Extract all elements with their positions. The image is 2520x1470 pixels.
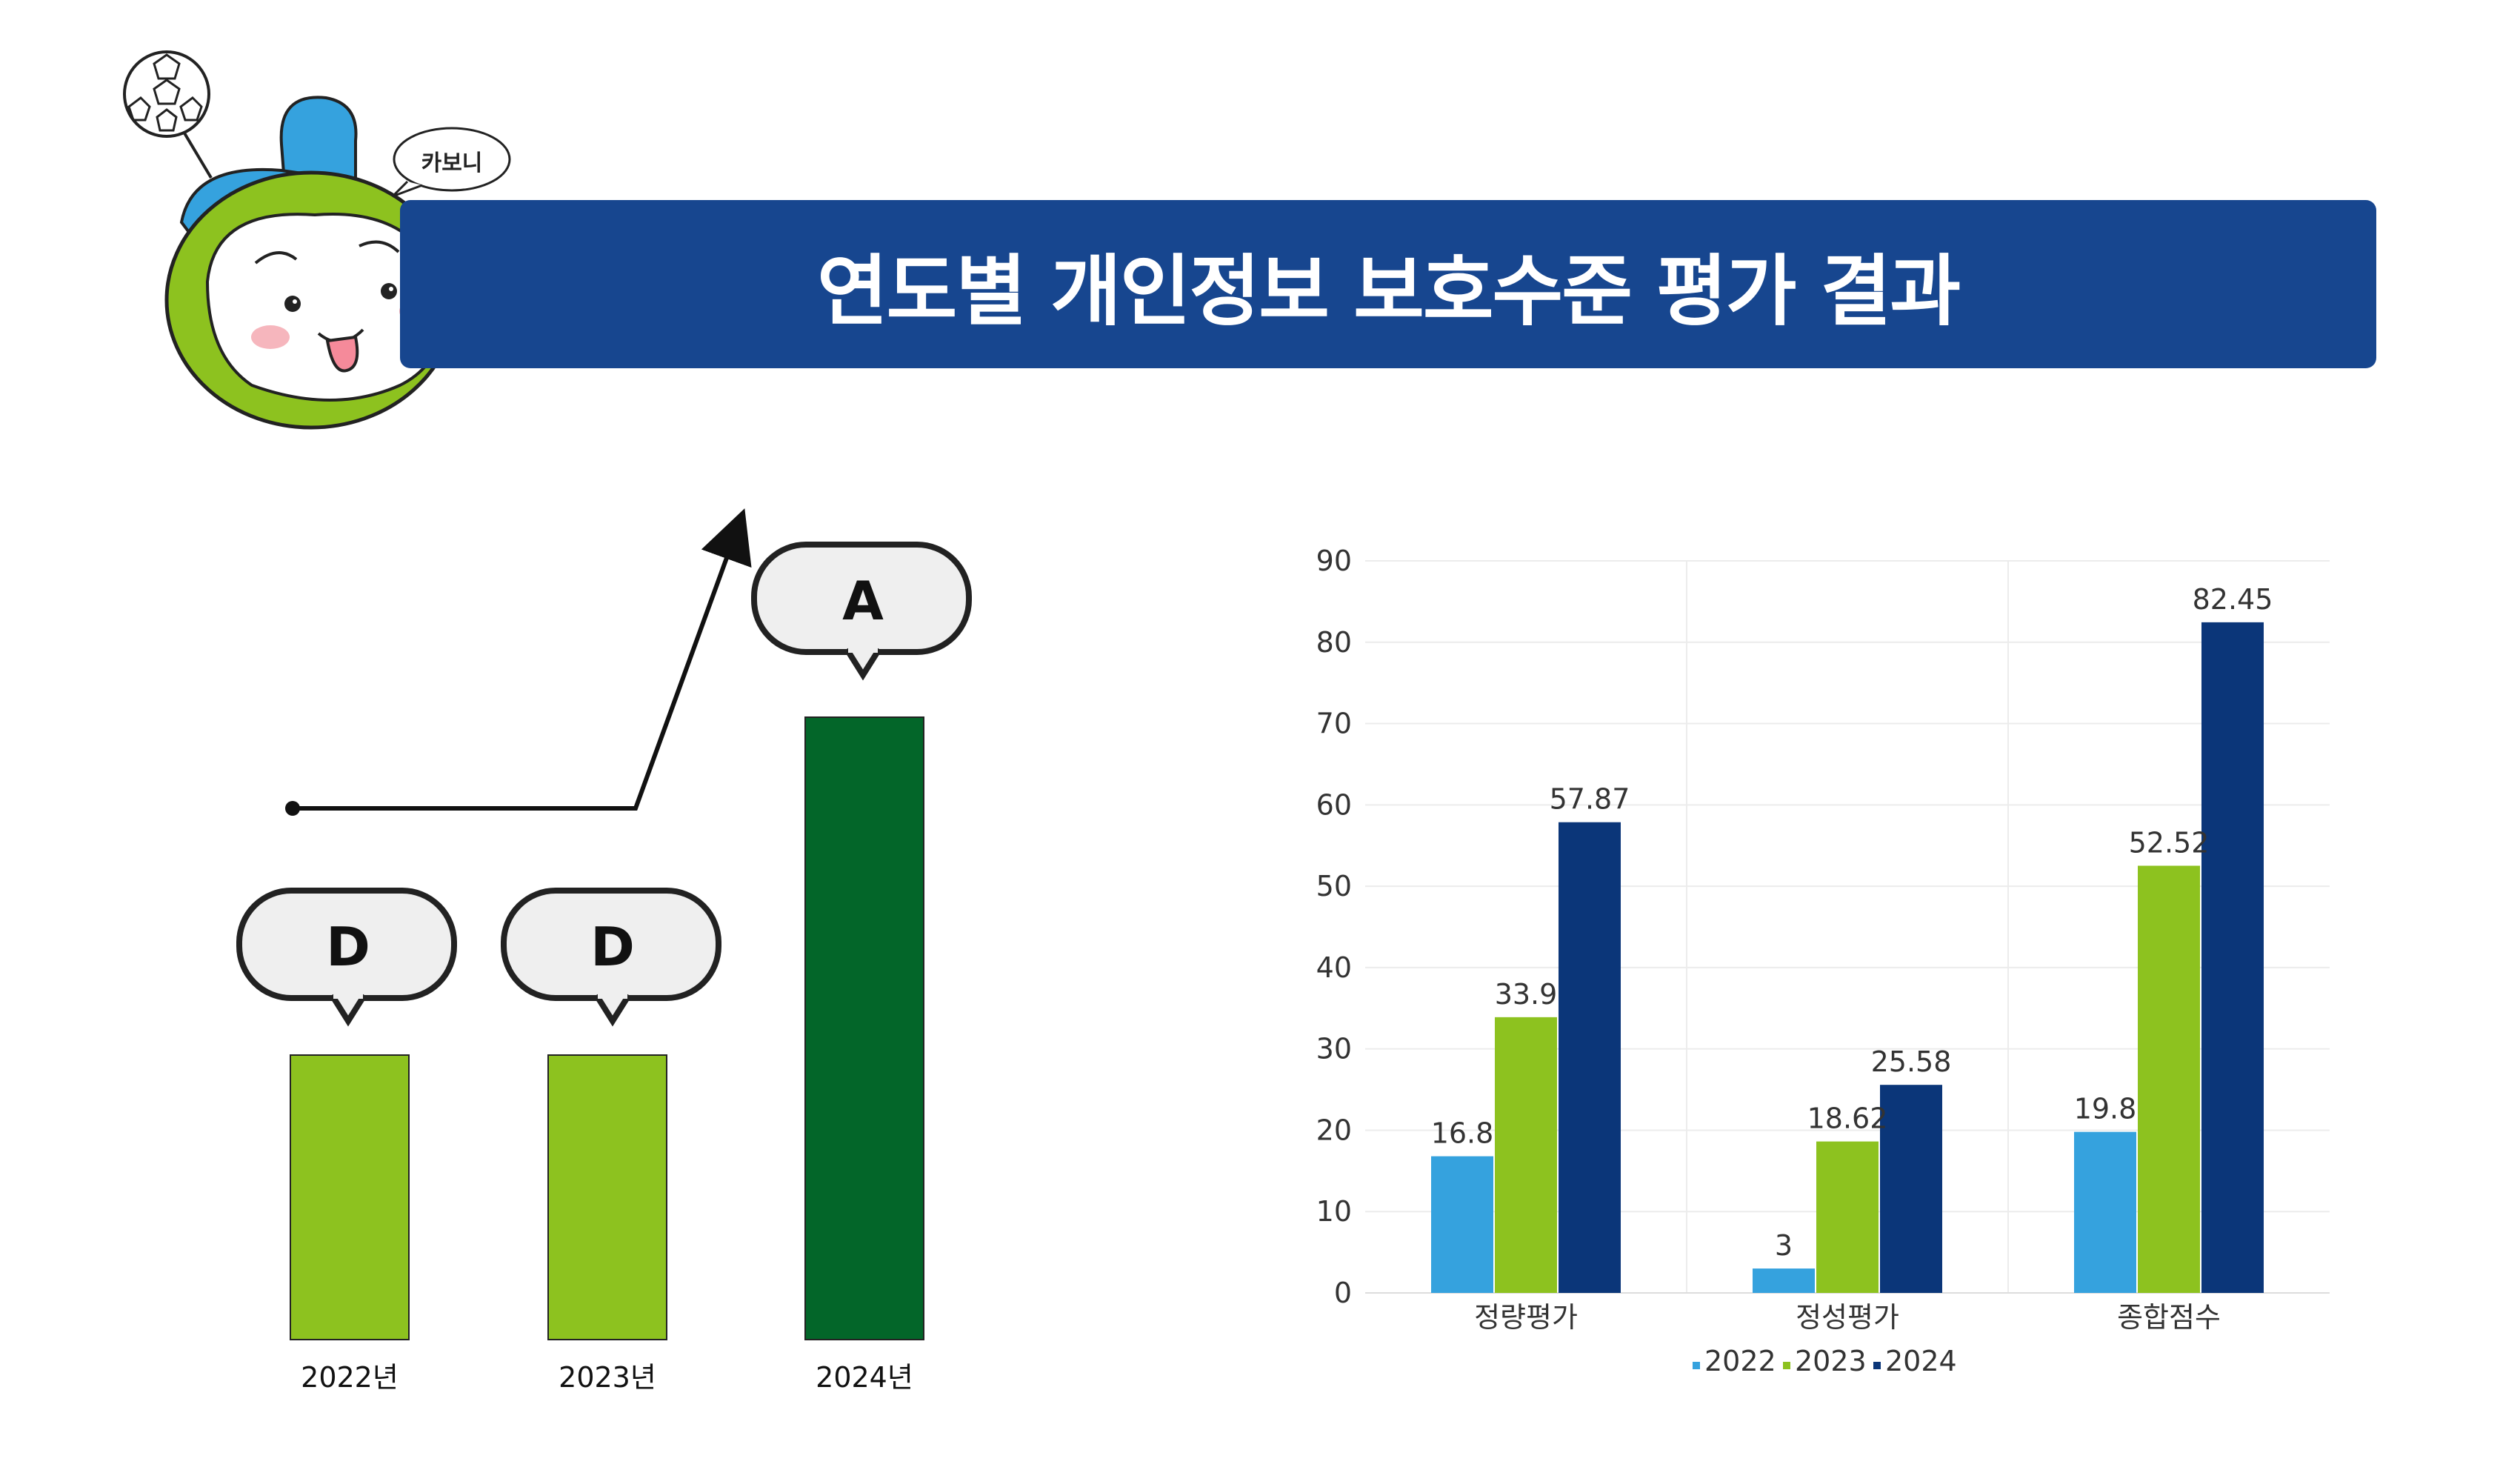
bar-2024 (1880, 1085, 1942, 1293)
data-label: 3 (1775, 1229, 1793, 1262)
data-label: 33.9 (1495, 978, 1558, 1011)
y-tick-label: 10 (1316, 1195, 1352, 1228)
mascot-speech-bubble: 카보니 (421, 150, 483, 176)
bar-2023 (2138, 865, 2200, 1293)
grade-label: A (842, 570, 884, 632)
grade-bar (290, 1054, 410, 1340)
data-label: 16.8 (1431, 1117, 1494, 1150)
grade-bar (547, 1054, 667, 1340)
bar-2022 (2074, 1131, 2136, 1293)
bar-2024 (1559, 822, 1621, 1293)
legend-label: 2022 (1704, 1345, 1776, 1377)
grade-bar (804, 716, 924, 1340)
grade-label: D (326, 916, 370, 978)
year-label: 2023년 (559, 1361, 656, 1394)
y-tick-label: 50 (1316, 870, 1352, 902)
x-category-label: 종합점수 (2117, 1301, 2221, 1334)
legend-label: 2023 (1795, 1345, 1867, 1377)
y-tick-label: 60 (1316, 788, 1352, 821)
x-category-label: 정량평가 (1474, 1301, 1578, 1334)
soccer-ball-icon (123, 50, 210, 138)
trend-arrow (285, 508, 752, 816)
legend-swatch (1873, 1362, 1881, 1369)
year-label: 2024년 (816, 1361, 913, 1394)
x-category-label: 정성평가 (1796, 1301, 1899, 1334)
y-tick-label: 80 (1316, 626, 1352, 659)
bar-2022 (1431, 1156, 1493, 1293)
y-tick-label: 40 (1316, 951, 1352, 984)
data-label: 19.8 (2074, 1093, 2137, 1125)
data-label: 57.87 (1550, 783, 1630, 816)
y-tick-label: 30 (1316, 1033, 1352, 1065)
grade-bubble: A (751, 542, 972, 681)
grade-bubble: D (236, 888, 457, 1027)
mascot-illustration (123, 50, 511, 430)
y-tick-label: 90 (1316, 545, 1352, 577)
year-label: 2022년 (301, 1361, 399, 1394)
title-banner (400, 200, 2376, 368)
page-title: 연도별 개인정보 보호수준 평가 결과 (816, 246, 1961, 336)
legend-swatch (1783, 1362, 1790, 1369)
data-label: 82.45 (2193, 583, 2273, 616)
bar-2023 (1495, 1017, 1557, 1293)
y-tick-label: 70 (1316, 708, 1352, 740)
bar-2023 (1816, 1141, 1879, 1293)
y-tick-label: 0 (1334, 1277, 1352, 1309)
legend-swatch (1693, 1362, 1700, 1369)
data-label: 52.52 (2129, 826, 2210, 859)
grade-bubble: D (501, 888, 721, 1027)
grade-label: D (590, 916, 635, 978)
legend-label: 2024 (1885, 1345, 1957, 1377)
bar-2024 (2201, 622, 2264, 1293)
bar-2022 (1753, 1268, 1815, 1293)
data-label: 18.62 (1807, 1102, 1888, 1135)
y-tick-label: 20 (1316, 1114, 1352, 1146)
data-label: 25.58 (1871, 1045, 1952, 1078)
